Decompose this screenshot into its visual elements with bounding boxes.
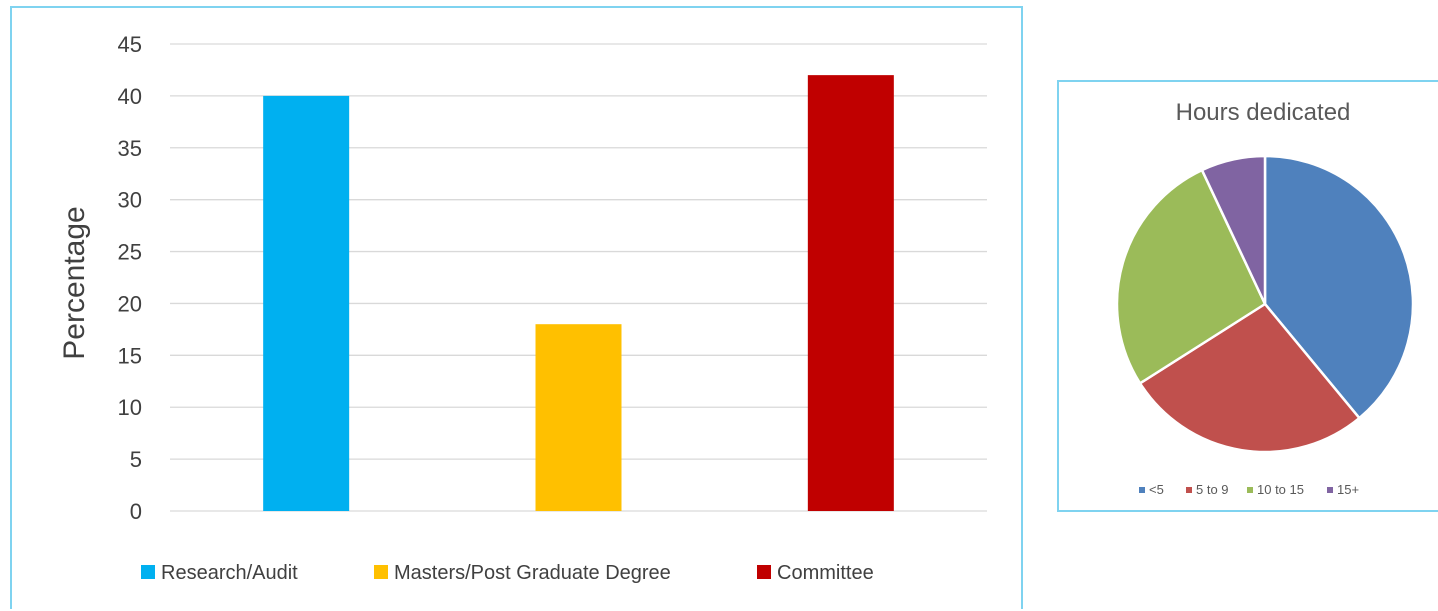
bar-chart-panel: 0 5 10 15 20 25 30 35 40 45 Percentage Research/A… (10, 6, 1023, 609)
bar (807, 75, 894, 511)
y-tick-label: 35 (118, 136, 142, 161)
pie-title: Hours dedicated (1176, 99, 1351, 126)
legend-label: Masters/Post Graduate Degree (394, 562, 671, 584)
bar (535, 324, 622, 511)
pie-legend-label: <5 (1149, 482, 1164, 497)
pie-slice (1115, 168, 1267, 386)
y-tick-label: 5 (130, 447, 142, 472)
y-tick-label: 15 (118, 343, 142, 368)
legend-swatch (374, 565, 388, 579)
pie-slices (1115, 154, 1415, 454)
y-tick-label: 45 (118, 32, 142, 57)
pie-slice (1263, 154, 1415, 420)
legend-label: Committee (777, 562, 874, 584)
pie-legend-label: 15+ (1337, 482, 1359, 497)
bar-y-tick-labels: 0 5 10 15 20 25 30 35 40 45 (118, 32, 142, 524)
bar (263, 95, 350, 511)
y-tick-label: 25 (118, 240, 142, 265)
y-tick-label: 40 (118, 84, 142, 109)
legend-label: Research/Audit (161, 562, 298, 584)
legend-swatch (141, 565, 155, 579)
y-tick-label: 0 (130, 499, 142, 524)
pie-chart-panel: Hours dedicated <5 5 to 9 10 to 15 15+ (1057, 80, 1438, 512)
pie-legend-swatch (1186, 487, 1192, 493)
y-axis-label: Percentage (58, 206, 91, 359)
pie-legend-label: 5 to 9 (1196, 482, 1229, 497)
pie-legend-label: 10 to 15 (1257, 482, 1304, 497)
pie-legend-swatch (1247, 487, 1253, 493)
pie-slice (1200, 154, 1267, 305)
bar-chart: 0 5 10 15 20 25 30 35 40 45 Percentage Research/A… (58, 32, 987, 584)
y-tick-label: 10 (118, 395, 142, 420)
pie-chart: Hours dedicated <5 5 to 9 10 to 15 15+ (1115, 99, 1415, 497)
pie-legend-swatch (1327, 487, 1333, 493)
bar-legend: Research/Audit Masters/Post Graduate Degr… (141, 562, 874, 584)
bar-series (263, 75, 894, 511)
pie-legend-swatch (1139, 487, 1145, 493)
pie-slice (1138, 302, 1362, 454)
y-tick-label: 20 (118, 291, 142, 316)
pie-legend: <5 5 to 9 10 to 15 15+ (1139, 482, 1359, 497)
y-tick-label: 30 (118, 188, 142, 213)
legend-swatch (757, 565, 771, 579)
